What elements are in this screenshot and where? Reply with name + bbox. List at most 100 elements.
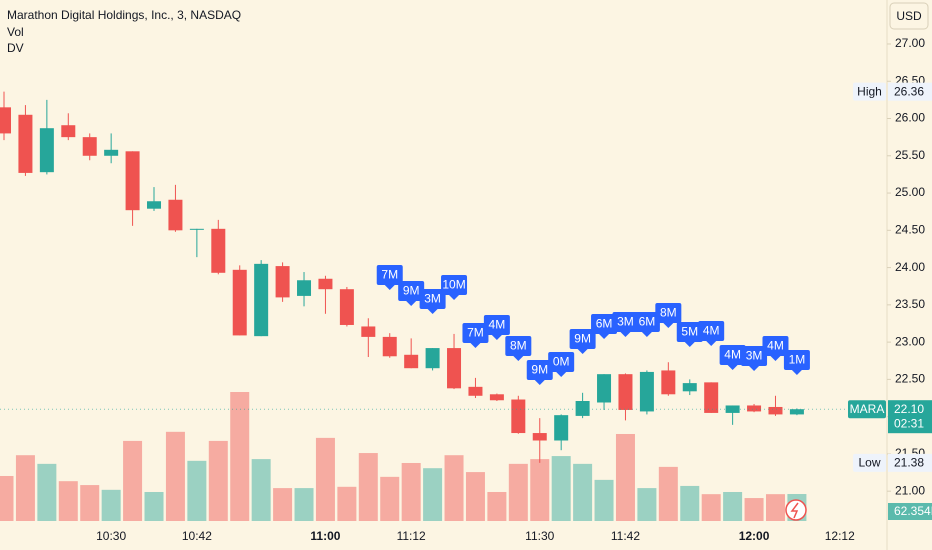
volume-value-label: 62.354K xyxy=(894,504,932,518)
volume-bar xyxy=(208,440,228,521)
event-marker[interactable] xyxy=(462,323,489,348)
candle-body xyxy=(39,128,54,173)
event-label[interactable]: 10M xyxy=(442,278,465,292)
candle-body xyxy=(468,386,483,396)
event-marker[interactable] xyxy=(419,289,446,314)
event-label[interactable]: 3M xyxy=(424,292,441,306)
candle-body xyxy=(532,433,547,441)
candle-body xyxy=(682,383,697,392)
event-label[interactable]: 3M xyxy=(617,315,634,329)
event-marker[interactable] xyxy=(526,360,553,385)
event-label[interactable]: 4M xyxy=(724,348,741,362)
event-label[interactable]: 3M xyxy=(746,349,763,363)
event-marker[interactable] xyxy=(633,312,660,337)
event-label[interactable]: 9M xyxy=(574,332,591,346)
last-tag xyxy=(848,400,886,419)
event-marker[interactable] xyxy=(569,329,596,354)
volume-bar xyxy=(723,491,743,521)
candle-body xyxy=(104,149,119,156)
candle-body xyxy=(789,409,804,415)
candle-body xyxy=(639,371,654,412)
event-marker[interactable] xyxy=(376,265,403,290)
event-label[interactable]: 6M xyxy=(596,317,613,331)
event-marker[interactable] xyxy=(505,336,532,361)
event-label[interactable]: 9M xyxy=(531,363,548,377)
x-tick-label: 11:30 xyxy=(525,529,554,543)
candle-body xyxy=(275,266,290,298)
event-label[interactable]: 1M xyxy=(789,353,806,367)
event-label[interactable]: 4M xyxy=(489,318,506,332)
volume-bar xyxy=(551,456,571,521)
event-marker[interactable] xyxy=(676,322,703,347)
volume-bar xyxy=(315,437,335,521)
volume-bar xyxy=(251,459,271,521)
event-marker[interactable] xyxy=(591,314,618,339)
candle-body xyxy=(18,114,33,173)
event-marker[interactable] xyxy=(783,350,810,375)
volume-bar xyxy=(230,392,250,521)
indicator-label: DV xyxy=(7,41,24,55)
candle-body xyxy=(254,263,269,337)
event-label[interactable]: 8M xyxy=(660,306,677,320)
candle-body xyxy=(232,269,247,336)
candle-body xyxy=(189,228,204,230)
candle-body xyxy=(297,280,312,296)
x-tick-label: 10:30 xyxy=(96,529,126,543)
volume-value-box xyxy=(888,503,932,520)
volume-bar xyxy=(658,466,678,521)
volume-bar xyxy=(165,431,185,521)
event-marker[interactable] xyxy=(762,336,789,361)
y-tick-label: 23.50 xyxy=(895,297,925,311)
candle-body xyxy=(618,374,633,410)
event-marker[interactable] xyxy=(441,275,468,300)
event-marker[interactable] xyxy=(719,345,746,370)
volume-bar xyxy=(508,463,528,521)
event-label[interactable]: 9M xyxy=(403,284,420,298)
candle-body xyxy=(661,370,676,395)
event-marker[interactable] xyxy=(548,352,575,377)
event-label[interactable]: 7M xyxy=(467,326,484,340)
x-tick-label: 12:00 xyxy=(739,529,770,543)
volume-bar xyxy=(294,488,314,521)
logo[interactable] xyxy=(785,499,807,521)
x-tick-label: 10:42 xyxy=(182,529,212,543)
event-marker[interactable] xyxy=(741,346,768,371)
x-tick-label: 11:42 xyxy=(611,529,640,543)
event-marker[interactable] xyxy=(612,312,639,337)
event-label[interactable]: 5M xyxy=(681,325,698,339)
event-marker[interactable] xyxy=(655,303,682,328)
event-label[interactable]: 7M xyxy=(381,268,398,282)
event-marker[interactable] xyxy=(483,315,510,340)
low-text: Low xyxy=(858,456,880,470)
y-tick-label: 24.00 xyxy=(895,260,925,274)
x-tick-label: 11:00 xyxy=(310,529,340,543)
y-tick-label: 24.50 xyxy=(895,222,925,236)
event-marker[interactable] xyxy=(398,281,425,306)
volume-pane xyxy=(0,392,807,521)
volume-bar xyxy=(530,459,550,521)
high-tag xyxy=(853,82,886,101)
volume-bar xyxy=(337,486,357,521)
low-value-box xyxy=(888,453,932,472)
event-label[interactable]: 4M xyxy=(703,324,720,338)
event-label[interactable]: 8M xyxy=(510,339,527,353)
y-tick-label: 25.50 xyxy=(895,148,925,162)
time-axis: 10:30 10:42 11:00 11:12 11:30 11:42 12:00 12:12 xyxy=(96,529,855,543)
currency[interactable]: USD xyxy=(896,9,922,23)
volume-bar xyxy=(465,472,485,521)
event-label[interactable]: 6M xyxy=(639,315,656,329)
volume-bar xyxy=(765,494,785,521)
y-tick-label: 26.00 xyxy=(895,111,925,125)
x-tick-label: 11:12 xyxy=(397,529,426,543)
candle-body xyxy=(489,394,504,401)
event-label[interactable]: 0M xyxy=(553,355,570,369)
candle-body xyxy=(0,107,11,134)
last-symbol: MARA xyxy=(850,402,885,416)
volume-bar xyxy=(487,491,507,521)
currency-box[interactable] xyxy=(889,2,929,30)
event-marker[interactable] xyxy=(698,321,725,346)
candle-body xyxy=(425,348,440,369)
y-tick-label: 22.50 xyxy=(895,372,925,386)
event-label[interactable]: 4M xyxy=(767,339,784,353)
volume-bar xyxy=(0,475,14,521)
